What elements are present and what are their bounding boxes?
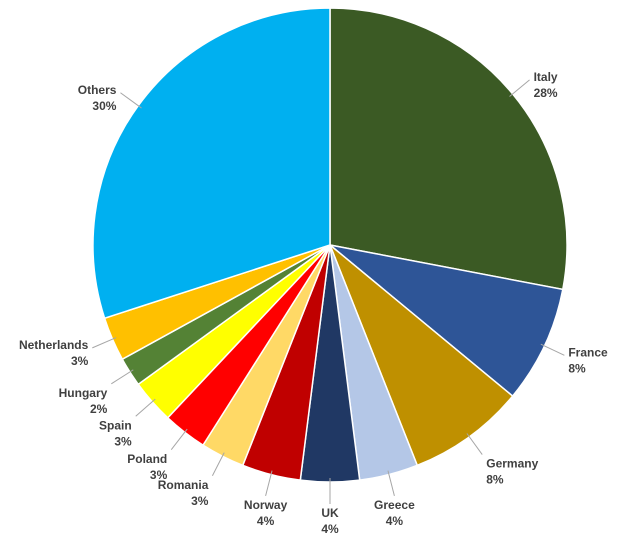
slice-value-label: 4% <box>321 522 339 536</box>
slice-label: Netherlands <box>19 338 89 352</box>
slice-label: Norway <box>244 498 288 512</box>
slice-label: Hungary <box>59 386 108 400</box>
leader-line <box>135 398 156 417</box>
pie-slice <box>329 7 568 291</box>
slice-label: Germany <box>486 457 538 471</box>
slice-label: Spain <box>99 418 132 432</box>
leader-line <box>170 428 188 450</box>
leader-line <box>92 337 117 349</box>
leader-line <box>387 470 395 496</box>
leader-line <box>509 79 530 97</box>
leader-line <box>265 470 273 496</box>
slice-label: Poland <box>127 452 167 466</box>
slice-value-label: 30% <box>92 99 116 113</box>
leader-line <box>111 369 134 385</box>
slice-value-label: 4% <box>386 514 404 528</box>
slice-value-label: 8% <box>568 361 586 375</box>
leader-line <box>466 433 483 455</box>
slice-label: UK <box>321 506 339 520</box>
slice-value-label: 2% <box>90 402 108 416</box>
slice-value-label: 3% <box>150 468 168 482</box>
leader-line <box>211 452 225 476</box>
slice-value-label: 28% <box>534 86 558 100</box>
slice-label: France <box>568 345 608 359</box>
leader-line <box>120 92 142 109</box>
slice-label: Italy <box>534 70 558 84</box>
slice-label: Others <box>78 83 117 97</box>
leader-line <box>540 343 565 356</box>
slice-value-label: 4% <box>257 514 275 528</box>
slice-value-label: 8% <box>486 473 504 487</box>
slice-label: Greece <box>374 498 415 512</box>
slice-value-label: 3% <box>114 434 132 448</box>
slice-label: Romania <box>158 478 209 492</box>
slice-value-label: 3% <box>71 354 89 368</box>
slice-value-label: 3% <box>191 494 209 508</box>
